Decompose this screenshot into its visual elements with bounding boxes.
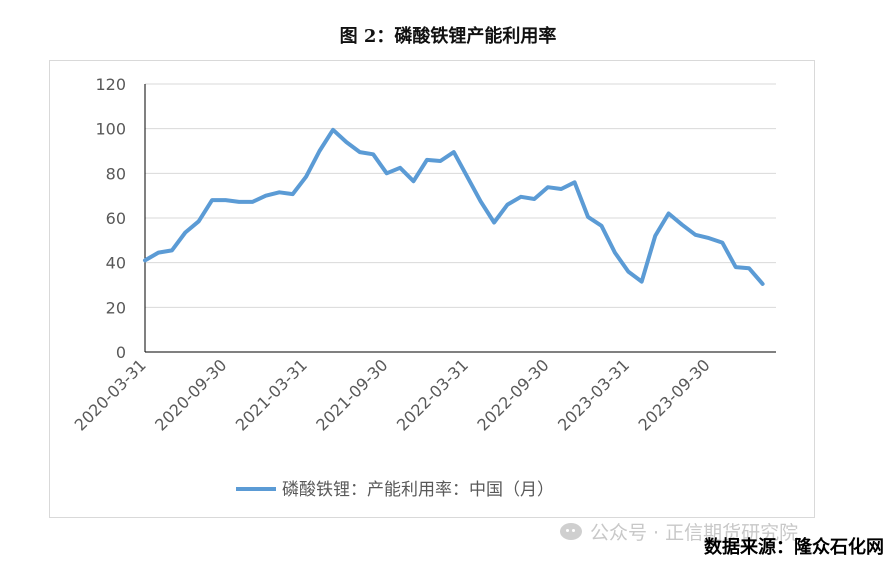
y-tick-label: 40 (106, 254, 126, 273)
figure-title: 图 2：磷酸铁锂产能利用率 (339, 26, 557, 47)
x-tick-label: 2022-09-30 (473, 355, 552, 434)
series-line (143, 127, 765, 286)
source-note: 数据来源：隆众石化网 (704, 537, 884, 558)
wechat-icon (560, 522, 582, 540)
y-tick-label: 120 (95, 75, 126, 94)
y-tick-label: 60 (106, 209, 126, 228)
chart-area: 0 20 40 60 80 100 120 2020-03-31 2020-09-30 2021-… (49, 60, 815, 518)
watermark: 公众号 · 正信期货研究院 (560, 519, 799, 544)
y-tick-label: 80 (106, 164, 126, 183)
x-tick-label: 2022-03-31 (393, 355, 472, 434)
x-tick-label: 2020-03-31 (71, 355, 150, 434)
x-tick-label: 2023-09-30 (635, 355, 714, 434)
x-tick-label: 2021-03-31 (232, 355, 311, 434)
y-tick-label: 0 (116, 343, 126, 362)
x-tick-label: 2023-03-31 (554, 355, 633, 434)
legend-label: 磷酸铁锂：产能利用率：中国（月） (282, 480, 554, 500)
y-tick-label: 100 (95, 120, 126, 139)
watermark-text: 公众号 · 正信期货研究院 (590, 521, 799, 544)
x-tick-label: 2021-09-30 (312, 355, 391, 434)
x-tick-label: 2020-09-30 (151, 355, 230, 434)
y-tick-label: 20 (106, 298, 126, 317)
